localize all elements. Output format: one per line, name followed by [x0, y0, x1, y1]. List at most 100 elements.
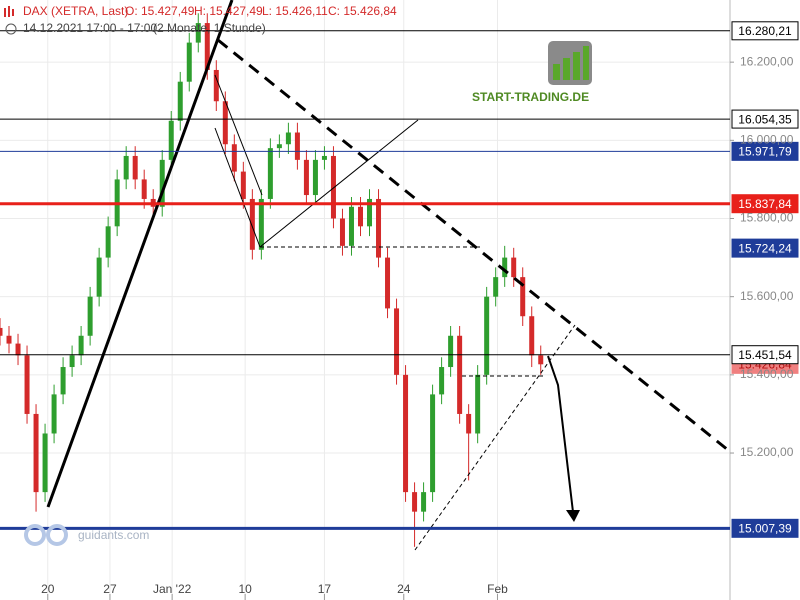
logo-bar: [583, 46, 589, 80]
candle-body: [51, 394, 57, 434]
brand-logo: START-TRADING.DE: [472, 41, 592, 104]
candle-body: [240, 171, 246, 199]
ohlc-high: H: 15.427,49: [194, 4, 263, 18]
y-tick-label: 15.400,00: [740, 367, 794, 381]
instrument: DAX (XETRA, Last): [23, 4, 128, 18]
x-tick-label: 17: [318, 582, 332, 596]
x-tick-label: 20: [41, 582, 55, 596]
ohlc-close: C: 15.426,84: [328, 4, 397, 18]
trend-line: [217, 38, 729, 452]
x-tick-label: 24: [397, 582, 411, 596]
candle-body: [159, 159, 165, 207]
candle-body: [213, 69, 219, 102]
candle-body: [321, 155, 327, 160]
candle-body: [403, 374, 409, 493]
level-box: [731, 238, 799, 258]
y-tick-label: 15.600,00: [740, 289, 794, 303]
brand-text: START-TRADING.DE: [472, 90, 589, 104]
candle-body: [538, 355, 544, 365]
header-icon: [4, 8, 6, 17]
candle-body: [105, 226, 111, 258]
y-tick-label: 16.000,00: [740, 132, 794, 146]
candle-body: [412, 492, 418, 512]
header: DAX (XETRA, Last) O: 15.427,49 H: 15.427…: [4, 4, 397, 35]
x-tick-label: 10: [238, 582, 252, 596]
candle-body: [69, 355, 75, 368]
level-box: [731, 141, 799, 161]
candle-body: [312, 159, 318, 196]
candle-body: [78, 335, 84, 356]
watermark-icon: [24, 524, 46, 546]
candle-body: [484, 296, 490, 375]
header-icon: [8, 6, 10, 17]
x-tick-label: Feb: [487, 582, 508, 596]
grid: [0, 0, 730, 600]
candle-body: [357, 206, 363, 227]
logo-bar: [573, 52, 580, 80]
candle-body: [186, 42, 192, 82]
candle-body: [141, 179, 147, 199]
candle-body: [96, 257, 102, 297]
watermark-icon: [46, 524, 68, 546]
candle-body: [367, 198, 373, 227]
candle-body: [348, 206, 354, 246]
candle-body: [448, 335, 454, 368]
candle-body: [33, 413, 39, 493]
x-tick-label: 27: [103, 582, 117, 596]
levels: 16.280,21 16.054,35 15.971,79 15.837,84 15.7…: [0, 21, 799, 538]
x-tick-label: Jan '22: [153, 582, 192, 596]
candle-body: [87, 296, 93, 336]
watermark: guidants.com: [24, 524, 149, 546]
candle-body: [0, 327, 3, 336]
level-label: 15.007,39: [738, 521, 792, 535]
candle-body: [493, 277, 499, 297]
level-box: [731, 109, 799, 129]
candle-body: [457, 335, 463, 414]
period: (2 Monate, 1 Stunde): [153, 21, 266, 35]
candle-body: [294, 132, 300, 160]
candle-body: [123, 155, 129, 180]
logo-bar: [563, 58, 570, 80]
candle-body: [222, 101, 228, 145]
candle-body: [339, 218, 345, 246]
candle-body: [376, 198, 382, 258]
level-box: [731, 345, 799, 365]
level-label: 15.724,24: [738, 241, 792, 255]
level-label: 16.054,35: [738, 112, 792, 126]
candle-body: [60, 367, 66, 395]
candle-body: [394, 308, 400, 375]
arrow-head: [566, 510, 580, 522]
candle-body: [529, 316, 535, 356]
y-tick-label: 15.200,00: [740, 445, 794, 459]
level-box: [731, 518, 799, 538]
channel-line: [214, 74, 263, 196]
level-box: [731, 194, 799, 214]
clock-icon: [5, 23, 17, 35]
candle-body: [330, 155, 336, 219]
level-box: [731, 21, 799, 41]
level-label: 15.837,84: [738, 197, 792, 211]
candle-body: [511, 257, 517, 278]
candle-body: [466, 413, 472, 434]
watermark-text: guidants.com: [78, 528, 149, 542]
candle-body: [439, 367, 445, 395]
candle-body: [475, 374, 481, 434]
candle-body: [502, 257, 508, 278]
candle-body: [15, 343, 21, 356]
ohlc-open: O: 15.427,49: [125, 4, 195, 18]
drawings: [46, 0, 729, 551]
candle-body: [204, 23, 210, 70]
channel-line: [214, 127, 261, 248]
candle-body: [276, 144, 282, 149]
y-tick-label: 15.800,00: [740, 211, 794, 225]
candle-body: [42, 433, 48, 493]
candle-body: [6, 335, 12, 344]
candle-body: [285, 132, 291, 145]
candle-body: [385, 257, 391, 309]
channel-line: [259, 119, 419, 248]
y-tick-label: 16.200,00: [740, 54, 794, 68]
forecast-arrow: [547, 355, 574, 513]
candle-body: [430, 394, 436, 493]
